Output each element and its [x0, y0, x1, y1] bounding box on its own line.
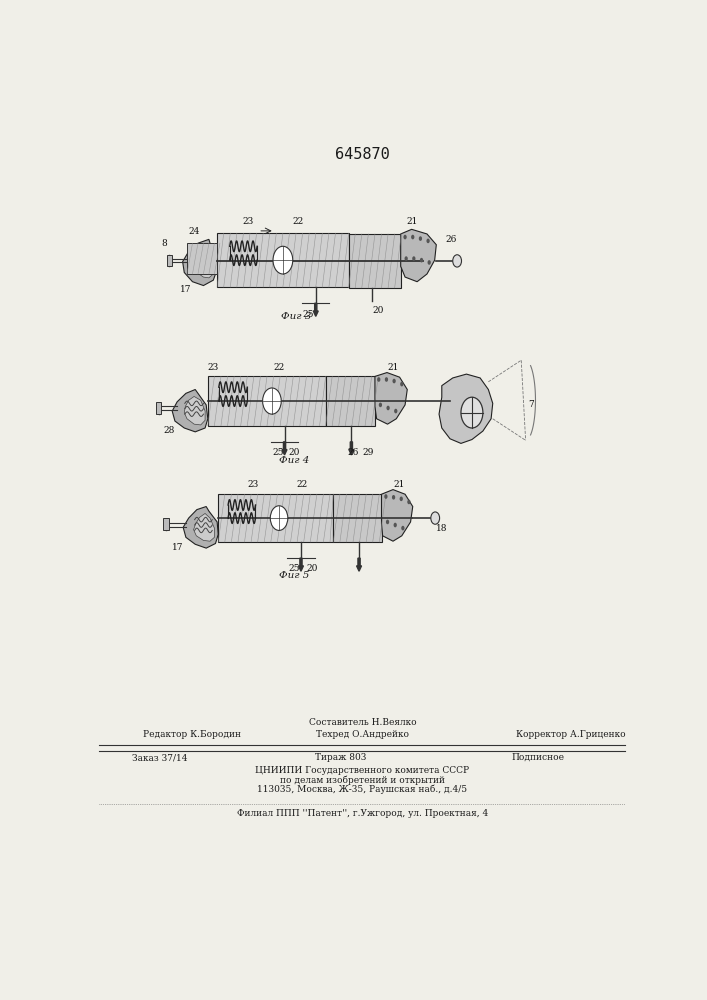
Circle shape: [394, 409, 397, 413]
Circle shape: [452, 255, 462, 267]
Text: Составитель Н.Веялко: Составитель Н.Веялко: [308, 718, 416, 727]
FancyArrow shape: [298, 558, 303, 571]
Text: Заказ 37/14: Заказ 37/14: [132, 753, 188, 762]
Text: 26: 26: [445, 235, 457, 244]
Polygon shape: [183, 507, 218, 548]
Circle shape: [461, 397, 483, 428]
Circle shape: [399, 497, 403, 501]
Polygon shape: [401, 229, 436, 282]
Bar: [217, 233, 349, 287]
FancyArrow shape: [313, 303, 318, 316]
Circle shape: [407, 500, 411, 504]
Circle shape: [270, 506, 288, 530]
Text: 22: 22: [292, 217, 303, 226]
Text: 21: 21: [394, 480, 405, 489]
Text: 17: 17: [180, 285, 192, 294]
Text: 29: 29: [362, 448, 373, 457]
Circle shape: [385, 494, 387, 499]
Bar: [349, 234, 401, 288]
Circle shape: [379, 403, 382, 407]
Text: Фиг 5: Фиг 5: [279, 571, 309, 580]
Text: по делам изобретений и открытий: по делам изобретений и открытий: [280, 775, 445, 785]
Circle shape: [400, 382, 404, 386]
FancyArrow shape: [282, 442, 287, 455]
Circle shape: [419, 236, 422, 241]
Circle shape: [404, 235, 407, 239]
Bar: [163, 518, 169, 530]
Text: 25: 25: [303, 310, 315, 319]
Text: 20: 20: [288, 448, 300, 457]
Text: ЦНИИПИ Государственного комитета СССР: ЦНИИПИ Государственного комитета СССР: [255, 766, 469, 775]
Text: Филиал ППП ''Патент'', г.Ужгород, ул. Проектная, 4: Филиал ППП ''Патент'', г.Ужгород, ул. Пр…: [237, 808, 488, 818]
Text: 18: 18: [436, 524, 448, 533]
Text: 26: 26: [347, 448, 358, 457]
FancyArrow shape: [356, 558, 361, 571]
Circle shape: [428, 260, 431, 265]
Circle shape: [431, 512, 440, 524]
Text: 20: 20: [306, 564, 317, 573]
Polygon shape: [439, 374, 493, 443]
Text: 22: 22: [296, 480, 308, 489]
Text: 22: 22: [274, 363, 285, 372]
Bar: [187, 243, 217, 274]
Circle shape: [385, 377, 388, 382]
Polygon shape: [375, 373, 407, 424]
Polygon shape: [185, 396, 205, 425]
Text: 645870: 645870: [335, 147, 390, 162]
Text: 113035, Москва, Ж-35, Раушская наб., д.4/5: 113035, Москва, Ж-35, Раушская наб., д.4…: [257, 784, 467, 794]
Circle shape: [404, 256, 408, 261]
Text: 23: 23: [208, 363, 219, 372]
Polygon shape: [173, 389, 208, 432]
Text: 20: 20: [372, 306, 383, 315]
Circle shape: [392, 495, 395, 500]
Polygon shape: [182, 239, 217, 286]
Bar: [156, 402, 161, 414]
Polygon shape: [382, 490, 413, 541]
Text: 7: 7: [528, 400, 534, 409]
Text: Фиг 3: Фиг 3: [281, 312, 312, 321]
Text: 25: 25: [272, 448, 284, 457]
Circle shape: [273, 246, 293, 274]
Text: 25: 25: [288, 564, 300, 573]
Circle shape: [426, 239, 430, 243]
Text: Редактор К.Бородин: Редактор К.Бородин: [144, 730, 241, 739]
Bar: [326, 376, 375, 426]
Text: Корректор А.Гриценко: Корректор А.Гриценко: [515, 730, 626, 739]
Bar: [208, 376, 326, 426]
FancyArrow shape: [349, 442, 354, 455]
Bar: [333, 494, 382, 542]
Text: 23: 23: [243, 217, 254, 226]
Text: 28: 28: [164, 426, 175, 435]
Polygon shape: [194, 513, 214, 541]
Polygon shape: [195, 247, 214, 278]
Text: Подписное: Подписное: [511, 753, 564, 762]
Text: 23: 23: [247, 480, 258, 489]
Text: 17: 17: [172, 543, 183, 552]
Text: 21: 21: [406, 217, 417, 226]
Circle shape: [394, 523, 397, 527]
Text: 21: 21: [387, 363, 399, 372]
Bar: [218, 494, 333, 542]
Circle shape: [412, 256, 416, 261]
Circle shape: [402, 526, 404, 530]
Circle shape: [262, 388, 281, 414]
Circle shape: [377, 377, 380, 382]
Text: 24: 24: [189, 227, 200, 236]
Circle shape: [420, 258, 423, 262]
Text: Фиг 4: Фиг 4: [279, 456, 309, 465]
Circle shape: [411, 235, 414, 239]
Circle shape: [392, 379, 396, 383]
Bar: [167, 255, 173, 266]
Text: 8: 8: [161, 239, 167, 248]
Text: Тираж 803: Тираж 803: [315, 753, 366, 762]
Text: Техред О.Андрейко: Техред О.Андрейко: [316, 730, 409, 739]
Circle shape: [386, 520, 389, 524]
Circle shape: [387, 406, 390, 410]
